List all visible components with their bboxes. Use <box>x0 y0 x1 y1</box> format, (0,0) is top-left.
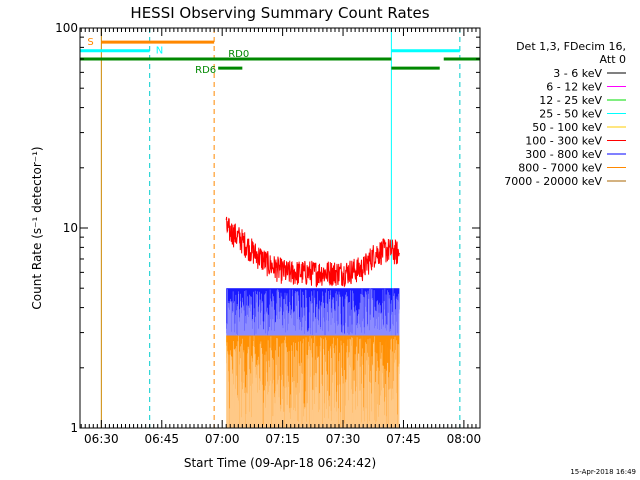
y-tick-label-2: 10 <box>63 221 78 235</box>
series-7-texture <box>225 288 400 336</box>
footer-timestamp: 15-Apr-2018 16:49 <box>570 468 636 476</box>
flag-label-s: S <box>87 37 93 48</box>
legend-label-2: 6 - 12 keV <box>546 81 602 94</box>
y-tick-label-3: 100 <box>55 21 78 35</box>
flag-bars: S N RD0 RD6 <box>80 37 480 76</box>
data-series <box>225 216 400 428</box>
x-axis-ticks: 06:30 06:45 07:00 07:15 07:30 07:45 08:00 <box>80 28 482 446</box>
legend-label-9: 7000 - 20000 keV <box>504 175 602 188</box>
legend-label-6: 100 - 300 keV <box>525 135 602 148</box>
series-8 <box>225 335 400 428</box>
x-tick-label-5: 07:30 <box>326 432 361 446</box>
series-6-line <box>225 216 400 288</box>
series-8-texture <box>225 335 400 428</box>
x-tick-label-6: 07:45 <box>386 432 421 446</box>
x-tick-label-4: 07:15 <box>265 432 300 446</box>
x-tick-label-1: 06:30 <box>84 432 119 446</box>
legend-label-4: 25 - 50 keV <box>539 108 602 121</box>
flag-label-n: N <box>156 46 163 57</box>
y-axis-label: Count Rate (s⁻¹ detector⁻¹) <box>30 146 44 309</box>
legend-label-5: 50 - 100 keV <box>532 121 602 134</box>
x-tick-label-7: 08:00 <box>447 432 482 446</box>
series-6 <box>225 216 400 288</box>
legend-header-line-2: Att 0 <box>600 53 626 66</box>
x-tick-label-3: 07:00 <box>205 432 240 446</box>
chart-title: HESSI Observing Summary Count Rates <box>130 4 429 22</box>
series-7 <box>225 288 400 336</box>
x-tick-label-2: 06:45 <box>144 432 179 446</box>
y-tick-label-1: 1 <box>70 421 78 435</box>
flag-label-rd0: RD0 <box>228 49 249 60</box>
legend-label-1: 3 - 6 keV <box>553 67 602 80</box>
y-axis-ticks: 1 10 100 <box>55 21 480 435</box>
legend-label-8: 800 - 7000 keV <box>518 162 602 175</box>
legend-label-3: 12 - 25 keV <box>539 94 602 107</box>
legend-label-7: 300 - 800 keV <box>525 148 602 161</box>
legend-header-line-1: Det 1,3, FDecim 16, <box>516 40 626 53</box>
flag-label-rd6: RD6 <box>195 65 216 76</box>
x-axis-label: Start Time (09-Apr-18 06:24:42) <box>184 456 376 470</box>
